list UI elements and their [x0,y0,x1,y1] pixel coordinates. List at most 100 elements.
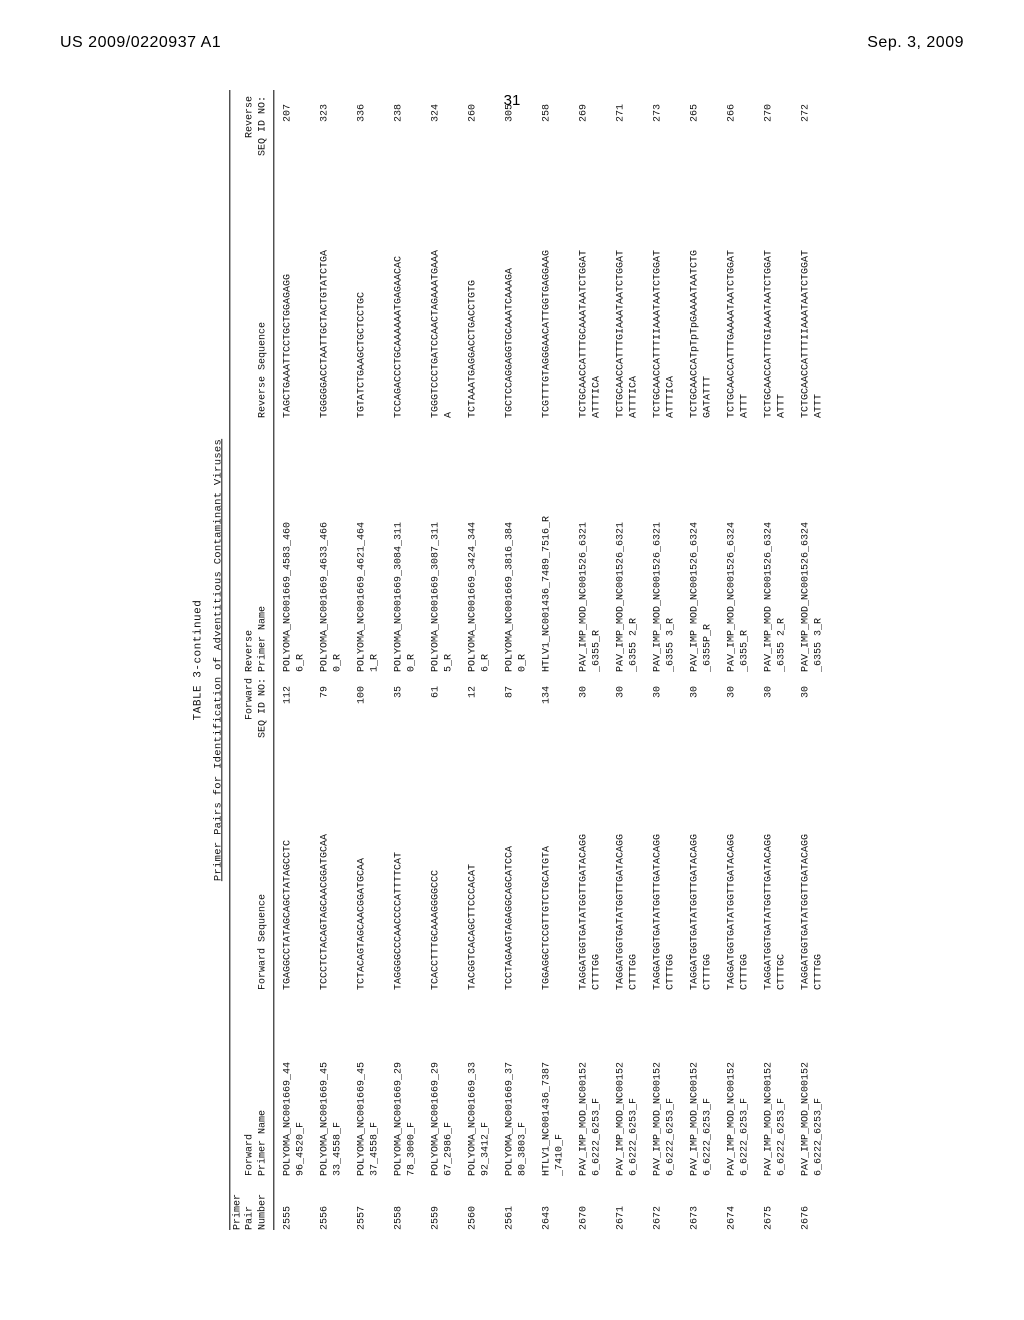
cell-reverse-seq-id: 260 [462,90,499,172]
cell-forward-primer-name: POLYOMA_NC001669_37 80_3803_F [499,990,536,1176]
table-continued-label: TABLE 3-continued [192,90,206,1230]
table-row: 2643HTLV1_NC001436_7387 _7410_FTGGAGGCTC… [536,90,573,1230]
table-row: 2561POLYOMA_NC001669_37 80_3803_FTCCTAGA… [499,90,536,1230]
cell-forward-seq-id: 12 [462,672,499,754]
cell-forward-primer-name: POLYOMA_NC001669_29 78_3000_F [388,990,425,1176]
rule-top [229,90,230,1230]
primer-table-head: Primer Pair Number Forward Primer Name F… [232,90,277,1230]
cell-reverse-sequence: TGCTCCAGGAGGTGCAAATCAAAGA [499,172,536,418]
col-fname-l1: Forward [245,1134,256,1176]
cell-pair: 2555 [277,1176,314,1230]
cell-reverse-seq-id: 273 [647,90,684,172]
cell-forward-seq-id: 134 [536,672,573,754]
cell-forward-primer-name: POLYOMA_NC001669_33 92_3412_F [462,990,499,1176]
cell-reverse-primer-name: PAV_IMP_MOD_NC001526_6321 _6355 3_R [647,418,684,672]
cell-pair: 2561 [499,1176,536,1230]
cell-forward-sequence: TAGGATGGTGATATGGTTGATACAGG CTTTGC [758,754,795,990]
cell-forward-sequence: TAGGATGGTGATATGGTTGATACAGG CTTTGG [647,754,684,990]
cell-reverse-sequence: TGTATCTGAAGCTGCTCCTGC [351,172,388,418]
cell-forward-sequence: TCTACAGTAGCAACGGATGCAA [351,754,388,990]
cell-reverse-sequence: TCTAAATGAGGACCTGACCTGTG [462,172,499,418]
primer-table: Primer Pair Number Forward Primer Name F… [232,90,832,1230]
cell-forward-sequence: TCACCTTTGCAAAGGGGCCC [425,754,462,990]
cell-forward-sequence: TAGGATGGTGATATGGTTGATACAGG CTTTGG [795,754,832,990]
cell-reverse-primer-name: POLYOMA_NC001669_3087_311 5_R [425,418,462,672]
cell-forward-primer-name: HTLV1_NC001436_7387 _7410_F [536,990,573,1176]
cell-forward-seq-id: 30 [647,672,684,754]
table-title: Primer Pairs for Identification of Adven… [212,90,225,1230]
cell-pair: 2675 [758,1176,795,1230]
cell-forward-seq-id: 61 [425,672,462,754]
cell-reverse-primer-name: POLYOMA_NC001669_4633_466 0_R [314,418,351,672]
table-row: 2671PAV_IMP_MOD_NC00152 6_6222_6253_FTAG… [610,90,647,1230]
cell-forward-sequence: TAGGATGGTGATATGGTTGATACAGG CTTTGG [610,754,647,990]
cell-forward-seq-id: 100 [351,672,388,754]
cell-reverse-primer-name: PAV_IMP MOD_NC001526_6324 _6355P_R [684,418,721,672]
cell-forward-seq-id: 35 [388,672,425,754]
cell-reverse-sequence: TCGTTTGTAGGGAACATTGGTGAGGAAG [536,172,573,418]
cell-pair: 2557 [351,1176,388,1230]
cell-pair: 2560 [462,1176,499,1230]
cell-reverse-primer-name: POLYOMA_NC001669_3424_344 6_R [462,418,499,672]
cell-reverse-sequence: TCTGCAACCATpTpTpGAAAATAATCTG GATATTT [684,172,721,418]
cell-forward-sequence: TAGGATGGTGATATGGTTGATACAGG CTTTGG [684,754,721,990]
table-row: 2674PAV_IMP_MOD_NC00152 6_6222_6253_FTAG… [721,90,758,1230]
table-row: 2676PAV_IMP_MOD_NC00152 6_6222_6253_FTAG… [795,90,832,1230]
patent-app-number: US 2009/0220937 A1 [60,34,221,52]
cell-forward-primer-name: POLYOMA_NC001669_45 33_4558_F [314,990,351,1176]
cell-reverse-seq-id: 258 [536,90,573,172]
cell-pair: 2670 [573,1176,610,1230]
col-fname-l2: Primer Name [257,1110,268,1176]
cell-reverse-sequence: TCTGCAACCATTTGCAAATAATCTGGAT ATTTICA [573,172,610,418]
table-row: 2558POLYOMA_NC001669_29 78_3000_FTAGGGGC… [388,90,425,1230]
cell-pair: 2556 [314,1176,351,1230]
table-row: 2673PAV_IMP_MOD_NC00152 6_6222_6253_FTAG… [684,90,721,1230]
cell-reverse-sequence: TCTGCAACCATTTIIAAATAATCTGGAT ATTTICA [647,172,684,418]
col-rseq: Reverse Sequence [257,322,268,418]
cell-forward-sequence: TGGAGGCTCCGTTGTCTGCATGTA [536,754,573,990]
cell-reverse-seq-id: 269 [573,90,610,172]
cell-pair: 2673 [684,1176,721,1230]
cell-reverse-primer-name: PAV_IMP_MOD_NC001526_6321 _6355_R [573,418,610,672]
cell-reverse-primer-name: POLYOMA_NC001669_4621_464 1_R [351,418,388,672]
cell-forward-primer-name: POLYOMA_NC001669_45 37_4558_F [351,990,388,1176]
col-pair-l2: Pair [245,1206,256,1230]
col-rid-l1: Reverse [245,96,256,138]
cell-reverse-seq-id: 336 [351,90,388,172]
cell-forward-primer-name: PAV_IMP_MOD_NC00152 6_6222_6253_F [610,990,647,1176]
cell-pair: 2643 [536,1176,573,1230]
cell-reverse-seq-id: 323 [314,90,351,172]
cell-reverse-seq-id: 265 [684,90,721,172]
cell-pair: 2558 [388,1176,425,1230]
col-pair-l3: Number [257,1194,268,1230]
table-row: 2556POLYOMA_NC001669_45 33_4558_FTCCCTCT… [314,90,351,1230]
cell-forward-primer-name: PAV_IMP_MOD_NC00152 6_6222_6253_F [795,990,832,1176]
cell-reverse-sequence: TGGGGGACCTAATTGCTACTGTATCTGA [314,172,351,418]
cell-forward-primer-name: PAV_IMP_MOD_NC00152 6_6222_6253_F [684,990,721,1176]
cell-forward-primer-name: POLYOMA_NC001669_29 67_2986_F [425,990,462,1176]
col-rname-l1: Reverse [245,630,256,672]
cell-reverse-seq-id: 271 [610,90,647,172]
cell-forward-seq-id: 79 [314,672,351,754]
cell-forward-sequence: TAGGGGCCCAACCCCATTTTCAT [388,754,425,990]
cell-reverse-seq-id: 305 [499,90,536,172]
cell-pair: 2671 [610,1176,647,1230]
cell-forward-sequence: TAGGATGGTGATATGGTTGATACAGG CTTTGG [721,754,758,990]
cell-forward-sequence: TCCCTCTACAGTAGCAACGGATGCAA [314,754,351,990]
cell-forward-primer-name: PAV_IMP_MOD_NC00152 6_6222_6253_F [573,990,610,1176]
table-row: 2672PAV_IMP_MOD_NC00152 6_6222_6253_FTAG… [647,90,684,1230]
cell-reverse-sequence: TCTGCAACCATTTGAAAATAATCTGGAT ATTT [721,172,758,418]
publication-date: Sep. 3, 2009 [867,34,964,52]
cell-reverse-primer-name: PAV_IMP_MOD_NC001526_6324 _6355_R [721,418,758,672]
cell-reverse-sequence: TCTGCAACCATTTIIAAATAATCTGGAT ATTT [795,172,832,418]
cell-reverse-seq-id: 266 [721,90,758,172]
cell-forward-seq-id: 30 [721,672,758,754]
cell-forward-sequence: TCCTAGAAGTAGAGGCAGCATCCA [499,754,536,990]
cell-forward-seq-id: 30 [795,672,832,754]
cell-reverse-seq-id: 270 [758,90,795,172]
col-pair-l1: Primer [232,1194,243,1230]
cell-reverse-seq-id: 324 [425,90,462,172]
cell-reverse-primer-name: POLYOMA_NC001669_3084_311 0_R [388,418,425,672]
cell-reverse-sequence: TCTGCAACCATTTGIAAATAATCTGGAT ATTTICA [610,172,647,418]
cell-forward-primer-name: PAV_IMP_MOD_NC00152 6_6222_6253_F [647,990,684,1176]
